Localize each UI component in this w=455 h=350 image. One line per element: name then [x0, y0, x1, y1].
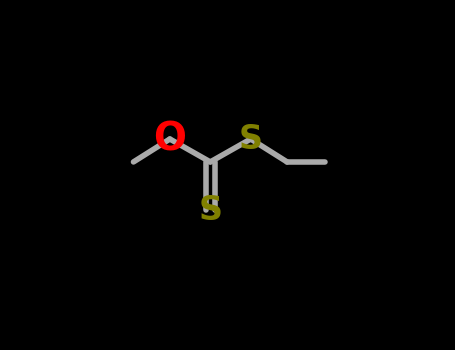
Text: S: S [239, 122, 263, 155]
Text: O: O [153, 120, 187, 158]
Text: S: S [198, 194, 222, 227]
